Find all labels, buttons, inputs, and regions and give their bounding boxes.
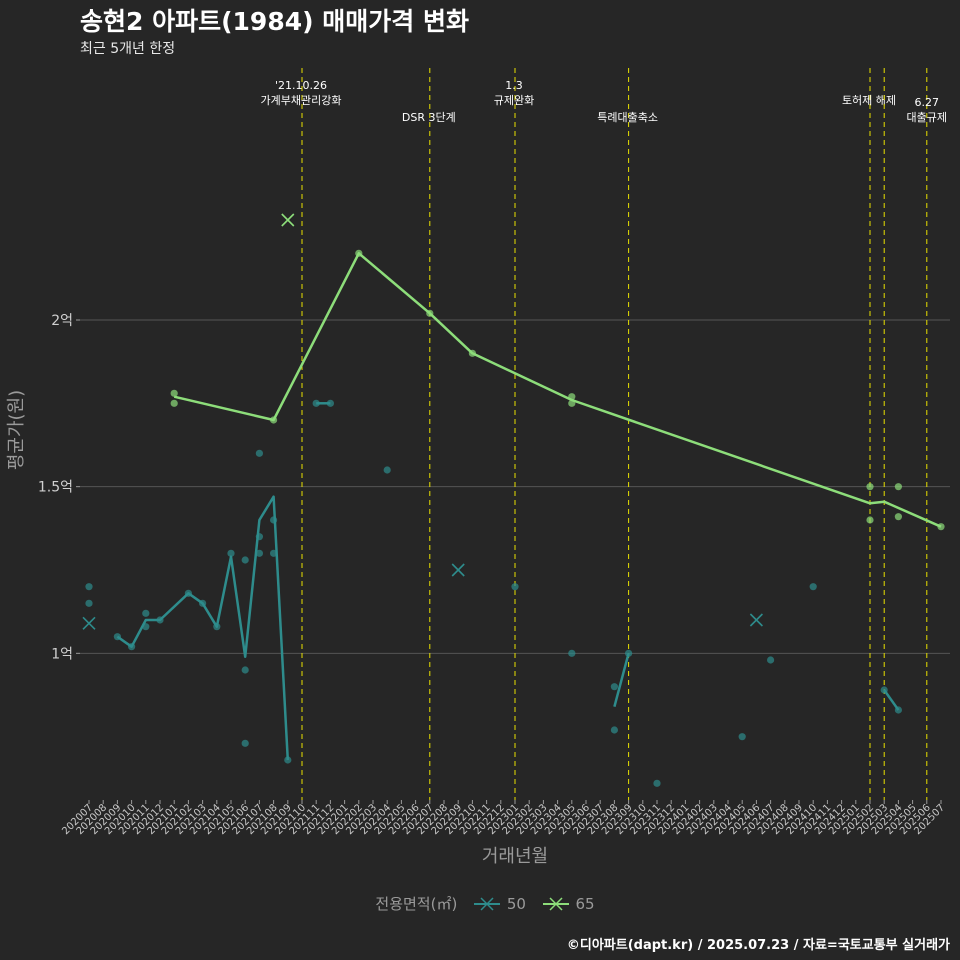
data-point-50 [625, 649, 633, 657]
y-tick-label: 2억 [51, 313, 73, 329]
data-point-50 [610, 726, 619, 734]
data-point-50 [199, 599, 207, 607]
cross-marker-50 [451, 563, 465, 577]
data-point-50 [326, 399, 334, 407]
data-point-50 [809, 583, 817, 591]
y-axis-title: 평균가(원) [6, 390, 27, 470]
data-point-50 [511, 583, 519, 591]
cross-stroke [82, 616, 96, 630]
event-label: '21.10.26 가계부채관리강화 [261, 79, 342, 107]
data-point-50 [312, 399, 320, 407]
cross-marker-50 [82, 616, 96, 630]
data-point-50 [270, 516, 278, 524]
legend-title: 전용면적(㎡) [375, 895, 458, 913]
data-point-50 [284, 756, 292, 764]
data-point-50 [85, 583, 93, 591]
y-tick-label: 1.5억 [38, 480, 73, 496]
data-point-50 [880, 686, 888, 694]
data-point-65 [894, 513, 903, 521]
cross-marker-65 [281, 213, 295, 227]
legend-key-65-icon [542, 897, 569, 911]
cross-stroke [749, 613, 763, 627]
legend-item-50: 50 [472, 895, 526, 913]
data-point-50 [767, 656, 775, 664]
data-point-50 [113, 633, 121, 641]
data-point-50 [227, 549, 235, 557]
data-point-50 [184, 589, 192, 597]
legend-label-65: 65 [575, 894, 595, 913]
event-label: DSR 3단계 [402, 111, 456, 124]
data-point-65 [355, 249, 363, 257]
data-point-50 [213, 623, 221, 631]
data-point-50 [85, 599, 93, 607]
source-caption: ©디아파트(dapt.kr) / 2025.07.23 / 자료=국토교통부 실… [566, 938, 950, 953]
y-tick-label: 1억 [51, 646, 73, 662]
cross-stroke [451, 563, 465, 577]
event-label: 토허제 해제 [842, 93, 896, 107]
cross-stroke [281, 213, 295, 227]
data-point-65 [568, 399, 576, 407]
data-point-65 [866, 483, 874, 491]
data-point-50 [241, 556, 249, 564]
data-point-65 [937, 523, 945, 531]
data-point-50 [610, 683, 619, 691]
legend-item-65: 65 [541, 895, 595, 913]
series-line-50 [883, 689, 900, 711]
event-label: 6.27 대출규제 [907, 96, 947, 124]
data-point-50 [142, 609, 150, 617]
series-line-65 [173, 252, 942, 528]
data-point-50 [738, 733, 746, 741]
data-point-50 [255, 449, 263, 457]
cross-marker-50 [749, 613, 763, 627]
data-point-50 [270, 549, 278, 557]
data-point-65 [426, 309, 434, 317]
x-axis-title: 거래년월 [482, 846, 548, 867]
data-point-50 [383, 466, 391, 474]
data-point-50 [653, 779, 661, 787]
data-point-50 [568, 649, 576, 657]
legend-key-50-icon [474, 897, 501, 911]
data-point-65 [270, 416, 278, 424]
data-point-65 [170, 389, 178, 397]
data-point-50 [255, 549, 263, 557]
legend: 전용면적(㎡) 50 65 [0, 893, 960, 914]
data-point-65 [170, 399, 178, 407]
event-label: 특례대출축소 [597, 111, 658, 124]
data-point-65 [568, 393, 576, 401]
data-point-50 [255, 533, 263, 541]
data-point-65 [468, 349, 476, 357]
data-point-65 [866, 516, 874, 524]
data-point-50 [241, 739, 249, 747]
data-point-50 [241, 666, 249, 674]
data-point-65 [894, 483, 903, 491]
event-label: 1.3 규제완화 [494, 79, 534, 107]
data-point-50 [894, 706, 903, 714]
chart-title: 송현2 아파트(1984) 매매가격 변화 [80, 7, 469, 36]
series-line-50 [613, 652, 630, 708]
data-point-50 [142, 623, 150, 631]
data-point-50 [156, 616, 164, 624]
legend-label-50: 50 [506, 894, 526, 913]
data-point-50 [128, 643, 136, 651]
chart-subtitle: 최근 5개년 한정 [80, 41, 176, 57]
